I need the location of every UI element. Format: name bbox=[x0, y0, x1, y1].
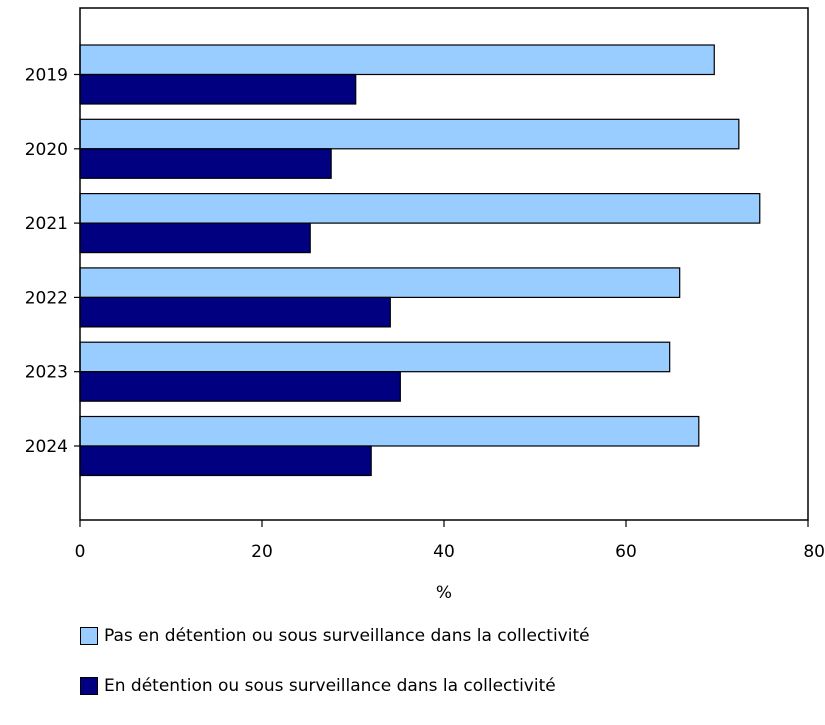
y-tick-label-2024: 2024 bbox=[25, 437, 68, 457]
bar-2020-not-in-detention bbox=[79, 118, 740, 150]
bar-2022-in-detention bbox=[79, 296, 391, 328]
bar-2021-in-detention bbox=[79, 222, 311, 254]
y-tick-label-2023: 2023 bbox=[25, 363, 68, 383]
bar-chart: 2019 2020 2021 2022 2023 2024 0 20 40 60 80 % bbox=[25, 7, 825, 603]
legend-swatch-light-blue bbox=[80, 627, 98, 645]
y-tick-label-2021: 2021 bbox=[25, 214, 68, 234]
bars-group bbox=[79, 44, 761, 477]
legend-item-not-in-detention: Pas en détention ou sous surveillance da… bbox=[80, 625, 590, 647]
bar-2024-not-in-detention bbox=[79, 415, 700, 447]
legend: Pas en détention ou sous surveillance da… bbox=[80, 625, 590, 725]
y-tick-label-2020: 2020 bbox=[25, 140, 68, 160]
y-tick-label-2022: 2022 bbox=[25, 288, 68, 308]
bar-2021-not-in-detention bbox=[79, 193, 761, 224]
legend-item-in-detention: En détention ou sous surveillance dans l… bbox=[80, 675, 590, 697]
bar-2020-in-detention bbox=[79, 148, 332, 179]
x-tick-label-60: 60 bbox=[615, 542, 637, 562]
legend-label: En détention ou sous surveillance dans l… bbox=[104, 676, 556, 696]
bar-2022-not-in-detention bbox=[79, 267, 681, 298]
bar-2024-in-detention bbox=[79, 445, 372, 477]
x-tick-label-80: 80 bbox=[803, 542, 825, 562]
legend-label: Pas en détention ou sous surveillance da… bbox=[104, 626, 590, 646]
x-tick-label-20: 20 bbox=[251, 542, 273, 562]
x-axis-title: % bbox=[436, 583, 452, 603]
bar-2019-in-detention bbox=[79, 73, 357, 105]
bar-2023-in-detention bbox=[79, 371, 401, 402]
legend-swatch-navy bbox=[80, 677, 98, 695]
bar-2019-not-in-detention bbox=[79, 44, 715, 76]
bar-2023-not-in-detention bbox=[79, 341, 671, 373]
x-axis: 0 20 40 60 80 bbox=[75, 520, 825, 562]
x-tick-label-40: 40 bbox=[433, 542, 455, 562]
x-tick-label-0: 0 bbox=[75, 542, 86, 562]
y-tick-label-2019: 2019 bbox=[25, 66, 68, 86]
y-axis: 2019 2020 2021 2022 2023 2024 bbox=[25, 66, 80, 457]
